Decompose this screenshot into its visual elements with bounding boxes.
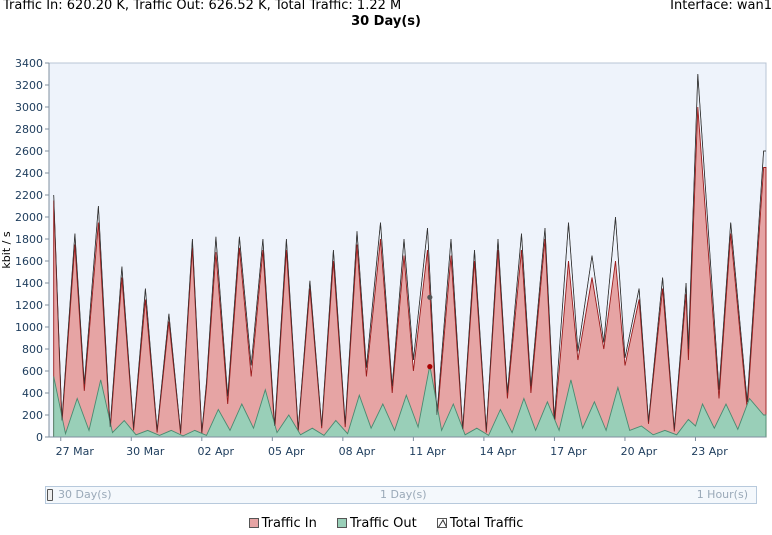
y-tick-label: 1000 <box>15 321 43 334</box>
legend-item-total-traffic[interactable]: Total Traffic <box>436 516 524 531</box>
y-tick-label: 2800 <box>15 123 43 136</box>
legend-label-traffic-out: Traffic Out <box>349 516 417 531</box>
slider-label-1-hour: 1 Hour(s) <box>696 488 748 501</box>
traffic-in-swatch <box>248 518 259 528</box>
y-tick-label: 2000 <box>15 211 43 224</box>
x-tick-label: 11 Apr <box>409 445 446 458</box>
y-tick-label: 2200 <box>15 189 43 202</box>
y-tick-label: 0 <box>36 431 43 444</box>
chart-legend: Traffic In Traffic Out Total Traffic <box>0 516 772 531</box>
series-line-total-traffic-overlay <box>53 73 766 433</box>
series-area-traffic-out <box>53 365 767 438</box>
hover-marker-2 <box>427 294 433 300</box>
series-area-traffic-in <box>53 106 767 438</box>
x-tick-label: 02 Apr <box>198 445 235 458</box>
y-tick-label: 1600 <box>15 255 43 268</box>
x-tick-label: 05 Apr <box>268 445 305 458</box>
legend-label-total-traffic: Total Traffic <box>449 516 524 531</box>
traffic-stats: Traffic In: 620.20 K, Traffic Out: 626.5… <box>3 0 402 13</box>
chart-title: 30 Day(s) <box>351 14 421 29</box>
y-tick-label: 200 <box>22 409 43 422</box>
y-tick-label: 600 <box>22 365 43 378</box>
x-tick-label: 30 Mar <box>126 445 165 458</box>
slider-handle[interactable] <box>47 489 53 501</box>
y-tick-label: 2600 <box>15 145 43 158</box>
time-range-slider[interactable]: 30 Day(s) 1 Day(s) 1 Hour(s) <box>45 486 757 504</box>
y-tick-label: 1800 <box>15 233 43 246</box>
y-tick-label: 1400 <box>15 277 43 290</box>
slider-label-30-days: 30 Day(s) <box>58 488 112 501</box>
y-tick-label: 800 <box>22 343 43 356</box>
legend-item-traffic-in[interactable]: Traffic In <box>248 516 317 531</box>
y-tick-label: 400 <box>22 387 43 400</box>
hover-marker-1 <box>427 364 433 370</box>
x-tick-label: 27 Mar <box>56 445 95 458</box>
y-tick-label: 3000 <box>15 101 43 114</box>
x-tick-label: 17 Apr <box>550 445 587 458</box>
x-tick-label: 08 Apr <box>339 445 376 458</box>
x-tick-label: 20 Apr <box>621 445 658 458</box>
interface-label: Interface: wan1 <box>670 0 772 13</box>
y-axis-label: kbit / s <box>0 231 13 268</box>
total-traffic-swatch <box>436 518 447 528</box>
traffic-chart: 0 200 400 600 800 1000 1200 1400 1600 1800 2000 220… <box>0 57 767 458</box>
x-tick-label: 14 Apr <box>480 445 517 458</box>
traffic-out-swatch <box>336 518 347 528</box>
slider-label-1-day: 1 Day(s) <box>380 488 427 501</box>
x-tick-label: 23 Apr <box>691 445 728 458</box>
y-tick-label: 3200 <box>15 79 43 92</box>
legend-item-traffic-out[interactable]: Traffic Out <box>336 516 417 531</box>
y-tick-label: 3400 <box>15 57 43 70</box>
y-tick-label: 2400 <box>15 167 43 180</box>
legend-label-traffic-in: Traffic In <box>261 516 317 531</box>
y-tick-label: 1200 <box>15 299 43 312</box>
